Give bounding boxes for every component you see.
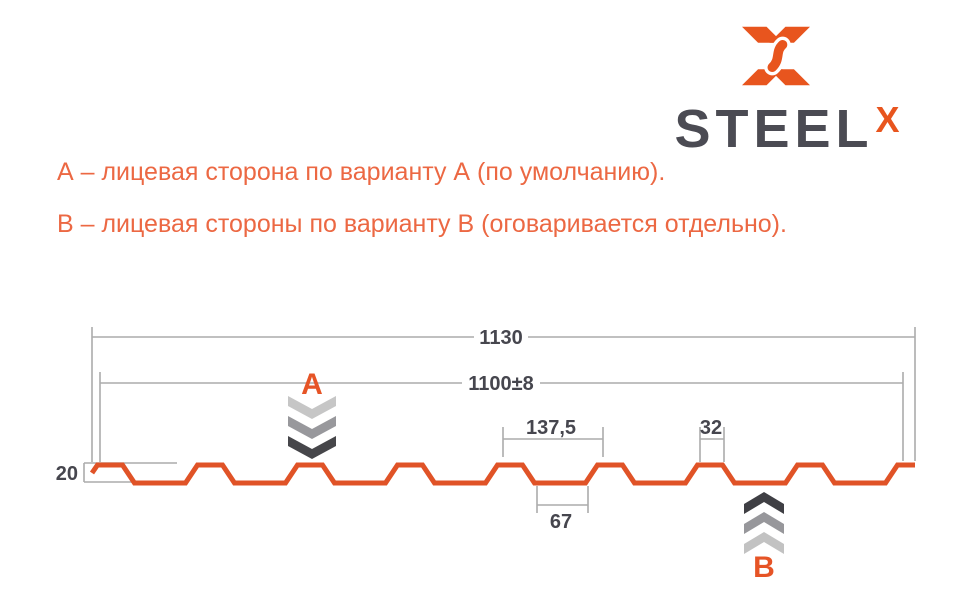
marker-a-chevron-dark (288, 436, 336, 459)
note-line-a: А – лицевая сторона по варианту А (по ум… (57, 158, 666, 186)
profile-drawing: 1130 1100±8 137,5 32 20 67 А (56, 327, 916, 584)
logo-arm-top-left (742, 26, 783, 43)
brand-text: STEEL (674, 99, 874, 159)
marker-a-letter: А (301, 368, 323, 401)
dim-total-label: 1130 (479, 327, 522, 349)
marker-a-chevron-light (288, 396, 336, 419)
dim-height-label: 20 (56, 463, 78, 485)
dim-pitch-label: 137,5 (526, 417, 576, 439)
dim-ribtop-label: 32 (700, 417, 722, 439)
profile-outline (89, 462, 915, 486)
brand-sup-x: X (875, 99, 900, 140)
marker-b-chevron-dark (744, 492, 784, 514)
dim-valley-label: 67 (550, 511, 572, 533)
marker-b-chevron-mid (744, 512, 784, 534)
marker-b-chevron-light (744, 532, 784, 554)
dim-working-label: 1100±8 (468, 373, 534, 395)
brand-wordmark: STEELX (662, 98, 912, 160)
note-line-b: В – лицевая стороны по варианту В (огова… (57, 210, 787, 238)
marker-a-chevron-mid (288, 416, 336, 439)
marker-b-letter: В (753, 551, 775, 584)
steelx-x-icon (742, 26, 810, 86)
logo-s-ribbon (767, 39, 788, 73)
logo-arm-top-right (769, 26, 810, 43)
logo-arm-bottom-right (769, 69, 810, 86)
